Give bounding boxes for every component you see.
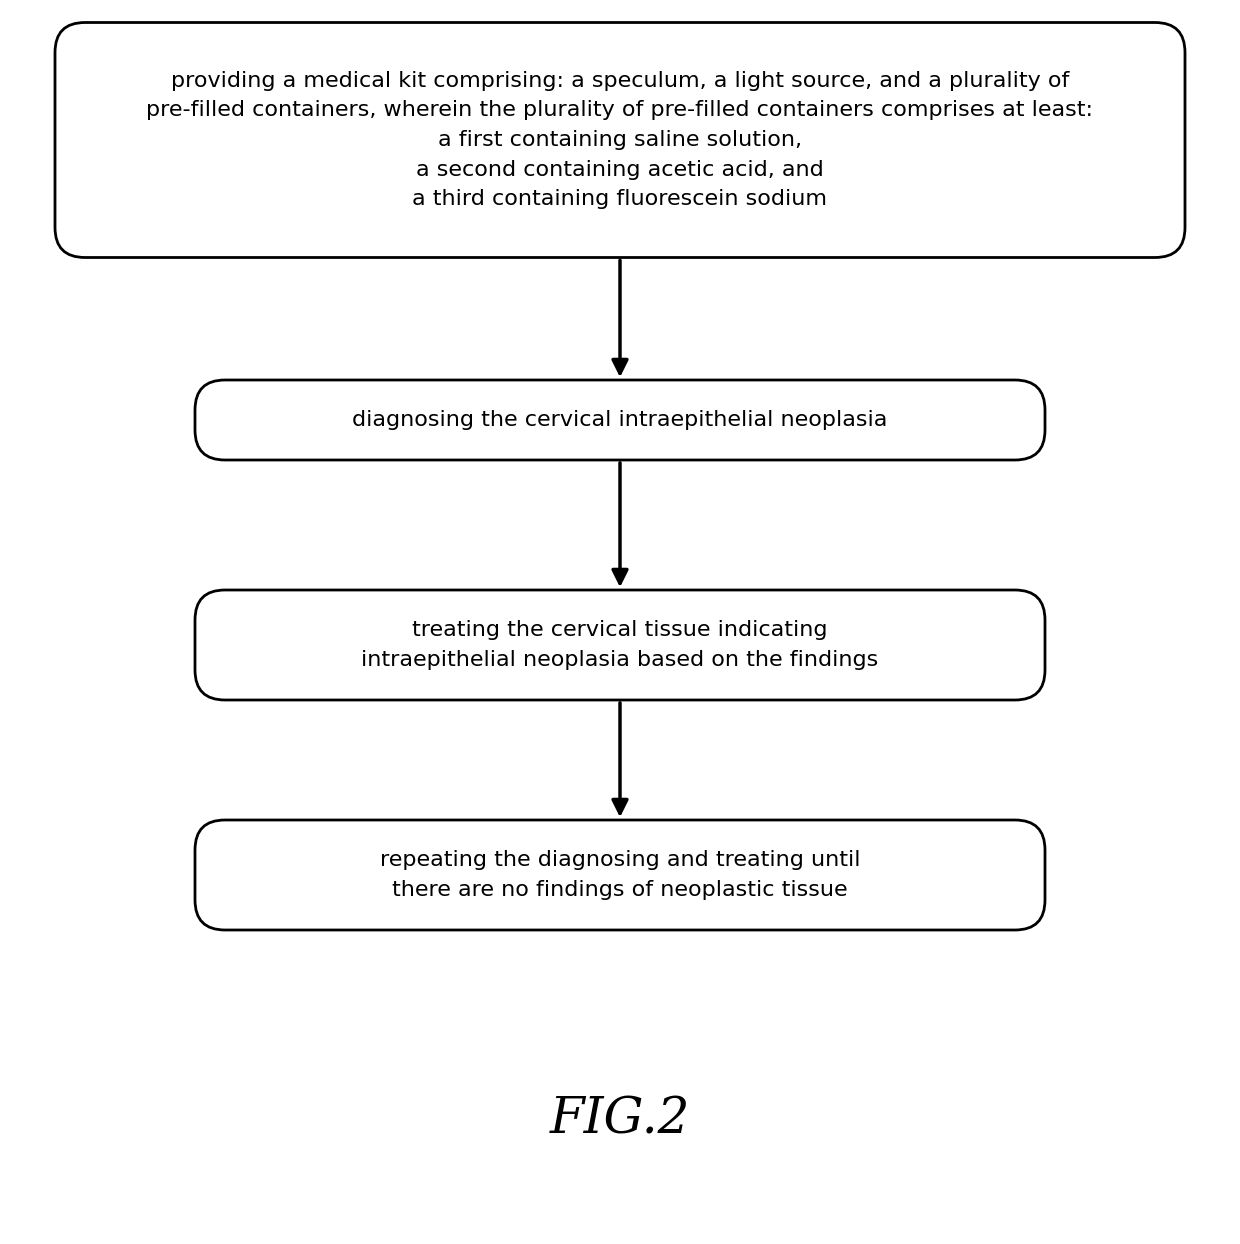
- Text: treating the cervical tissue indicating
intraepithelial neoplasia based on the f: treating the cervical tissue indicating …: [361, 621, 879, 669]
- FancyBboxPatch shape: [195, 379, 1045, 460]
- Text: repeating the diagnosing and treating until
there are no findings of neoplastic : repeating the diagnosing and treating un…: [379, 850, 861, 899]
- Text: FIG.2: FIG.2: [549, 1095, 691, 1144]
- FancyBboxPatch shape: [195, 590, 1045, 700]
- FancyBboxPatch shape: [195, 820, 1045, 931]
- Text: providing a medical kit comprising: a speculum, a light source, and a plurality : providing a medical kit comprising: a sp…: [146, 71, 1094, 209]
- FancyBboxPatch shape: [55, 22, 1185, 258]
- Text: diagnosing the cervical intraepithelial neoplasia: diagnosing the cervical intraepithelial …: [352, 411, 888, 430]
